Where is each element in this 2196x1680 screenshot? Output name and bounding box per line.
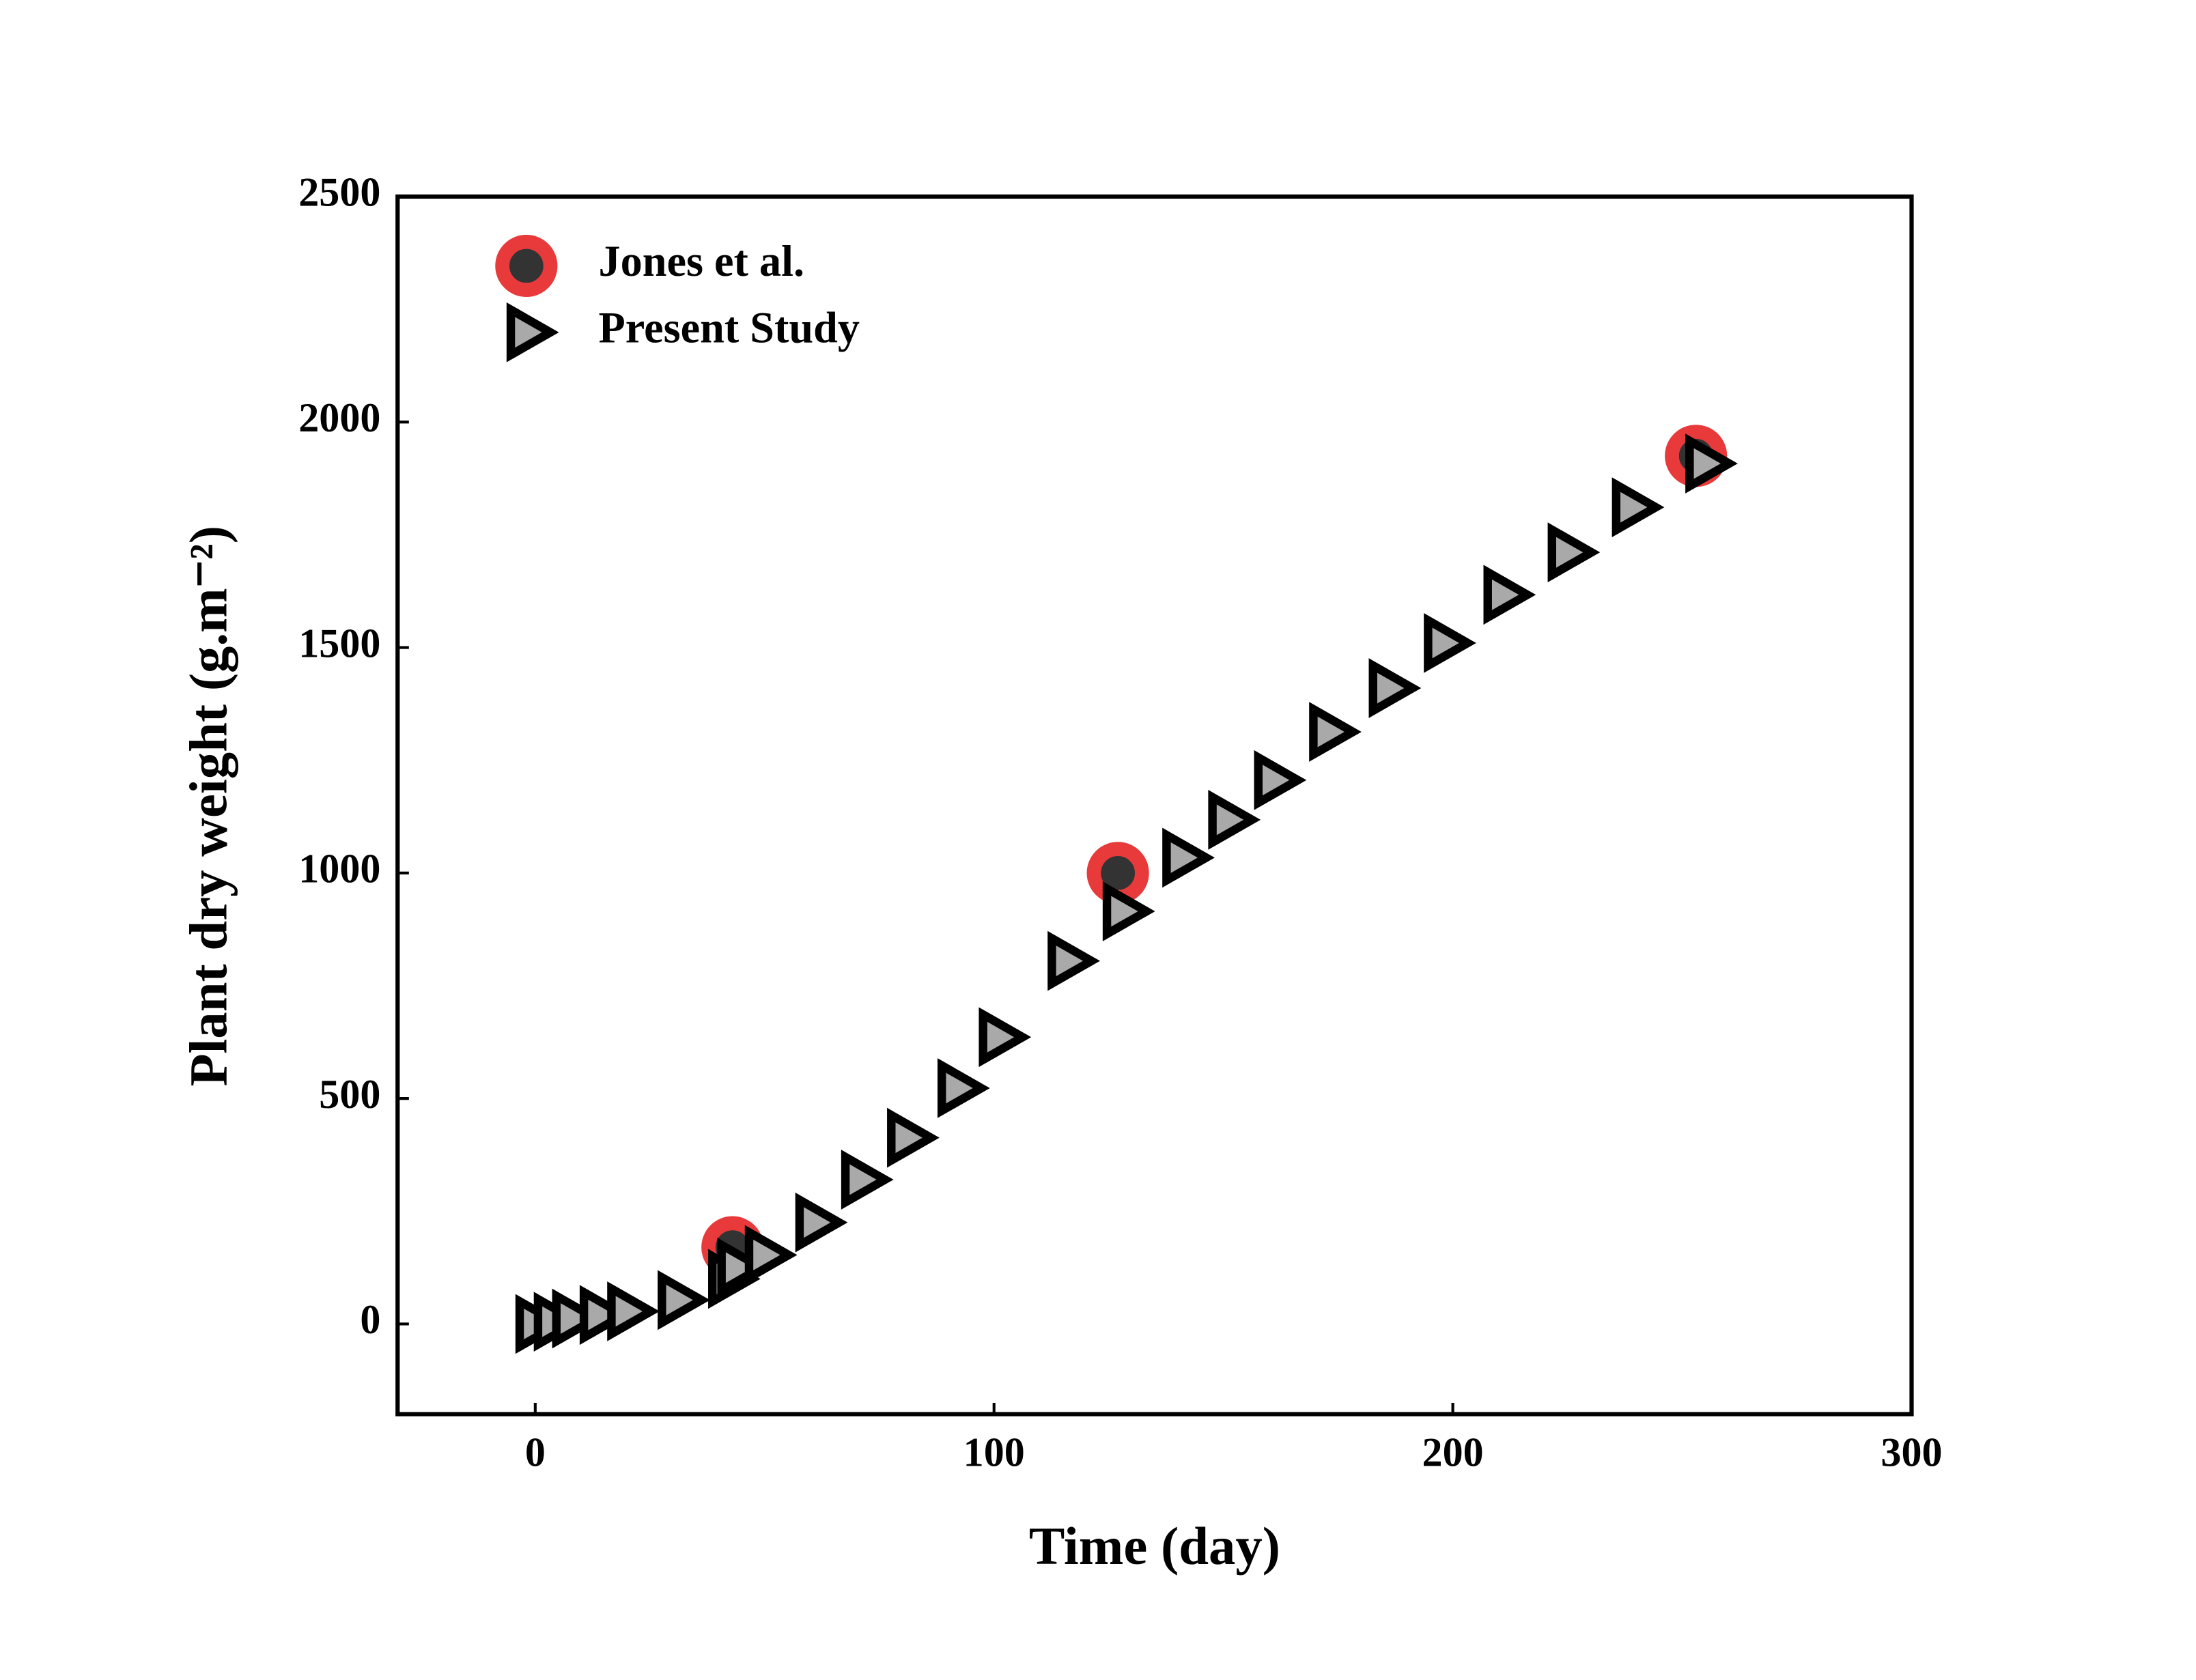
legend-marker bbox=[506, 302, 559, 362]
x-tick-label: 0 bbox=[525, 1429, 546, 1475]
y-tick-label: 0 bbox=[360, 1296, 380, 1342]
data-point bbox=[1547, 522, 1601, 583]
x-tick-label: 200 bbox=[1422, 1429, 1484, 1475]
data-point bbox=[744, 1225, 798, 1285]
data-point bbox=[1102, 881, 1155, 941]
data-point bbox=[841, 1150, 894, 1210]
data-point bbox=[579, 1285, 632, 1346]
y-tick-label: 500 bbox=[319, 1071, 380, 1117]
data-point bbox=[887, 1107, 940, 1168]
data-point bbox=[1162, 827, 1215, 888]
x-tick-label: 300 bbox=[1881, 1429, 1942, 1475]
data-point bbox=[1483, 565, 1536, 625]
data-point bbox=[717, 1238, 770, 1298]
x-tick-label: 100 bbox=[963, 1429, 1025, 1475]
data-point bbox=[1685, 433, 1738, 494]
legend-label: Present Study bbox=[599, 304, 860, 352]
data-point bbox=[937, 1058, 990, 1118]
data-point bbox=[1047, 930, 1100, 991]
y-tick-label: 1000 bbox=[298, 846, 380, 892]
data-point bbox=[1424, 613, 1476, 673]
legend-marker bbox=[495, 234, 558, 298]
data-point bbox=[1208, 790, 1261, 850]
data-point bbox=[1254, 750, 1307, 810]
legend-label: Jones et al. bbox=[599, 237, 804, 285]
data-point bbox=[607, 1281, 660, 1341]
data-point bbox=[1086, 842, 1149, 905]
plot-frame bbox=[395, 194, 1914, 1416]
data-point bbox=[658, 1270, 710, 1330]
data-point bbox=[552, 1288, 605, 1349]
data-point bbox=[979, 1007, 1032, 1068]
data-point bbox=[1611, 477, 1665, 537]
y-tick-label: 2000 bbox=[298, 395, 380, 440]
data-point bbox=[1368, 658, 1422, 718]
data-point bbox=[795, 1192, 848, 1253]
y-tick-label: 1500 bbox=[298, 620, 380, 666]
data-point bbox=[1309, 702, 1362, 762]
y-axis-label: Plant dry weight (g.m⁻²) bbox=[180, 526, 239, 1087]
y-tick-label: 2500 bbox=[298, 169, 380, 215]
x-axis-label: Time (day) bbox=[1029, 1517, 1280, 1576]
